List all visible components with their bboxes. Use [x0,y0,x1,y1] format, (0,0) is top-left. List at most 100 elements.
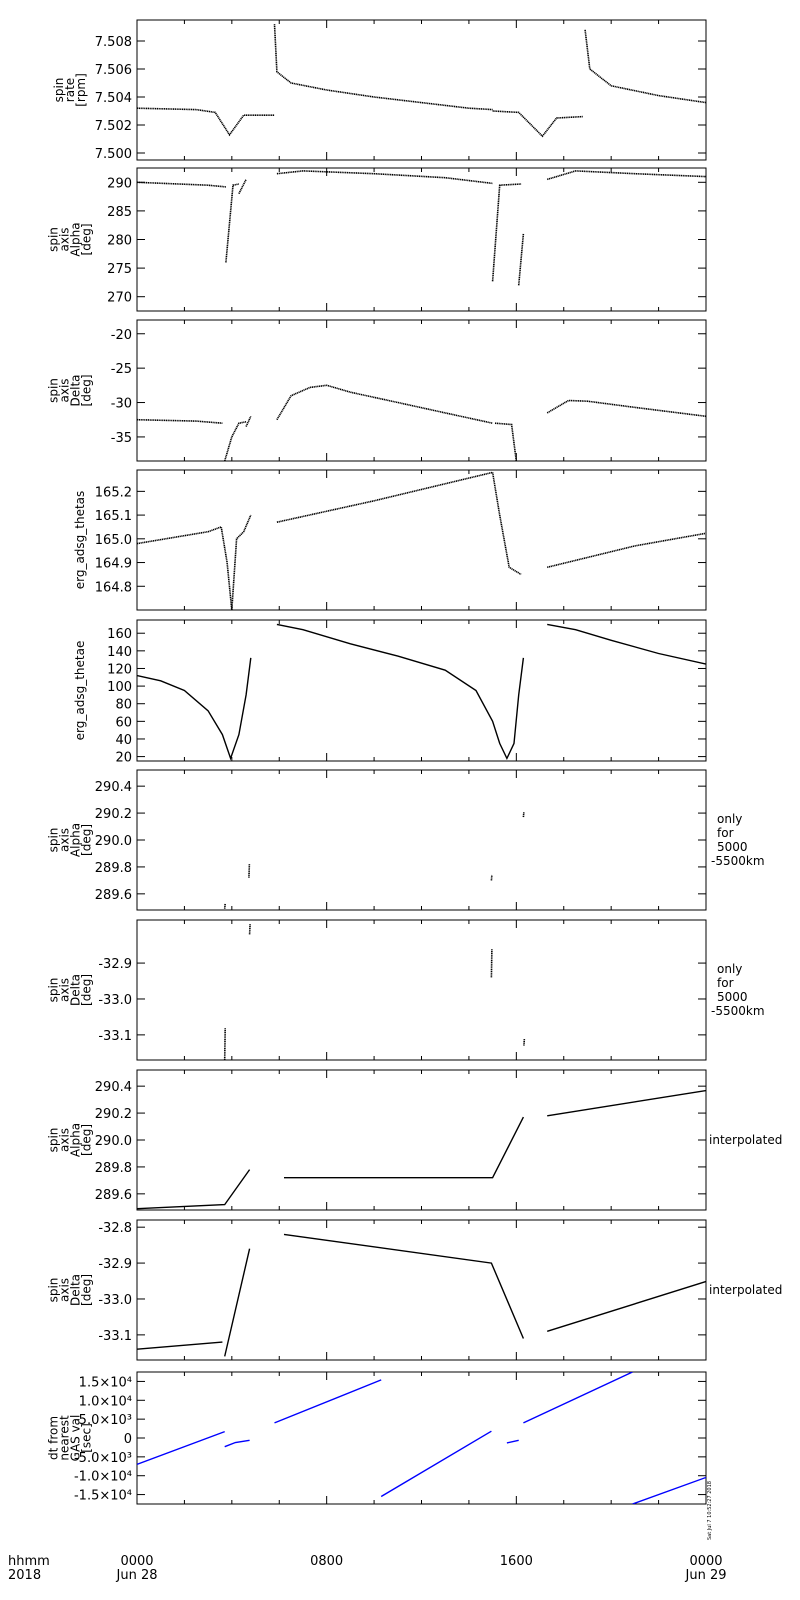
data-segment [248,864,251,878]
data-segment [276,471,522,576]
data-series [137,1089,706,1210]
data-segment [547,623,706,665]
panel-frame [136,919,707,1061]
y-tick-label: 120 [107,662,132,677]
y-tick-label: 290.4 [95,780,132,795]
y-tick-label: -35 [111,431,132,446]
data-series [137,24,706,138]
y-tick-label: 7.500 [95,147,132,162]
y-tick-label: 40 [115,733,132,748]
data-series [137,471,706,610]
data-segment [238,179,247,195]
y-tick-label: 165.0 [95,533,132,548]
right-side-note: interpolated [709,1283,782,1297]
panel-7: -33.1 -33.0 -32.9 spinaxisDelta[deg] only for… [47,919,765,1061]
y-axis-label: spinrate[rpm] [52,73,88,107]
y-tick-label: -5.0×10³ [74,1451,132,1466]
y-tick-label: 164.9 [95,557,132,572]
data-segment [523,1372,633,1424]
y-tick-label: -20 [111,328,132,343]
y-tick-label: 1.5×10⁴ [79,1375,132,1390]
x-tick-label: 1600 [500,1554,533,1569]
data-segment [224,1439,250,1448]
y-tick-label: -32.9 [98,957,132,972]
y-tick-label: 289.8 [95,1161,132,1176]
data-segment [546,1280,706,1332]
data-segment [223,421,247,461]
data-segment [137,107,275,137]
data-segment [494,422,518,461]
panel-8: 289.6 289.8 290.0 290.2 290.4 spinaxisAlpha[d… [47,1069,782,1211]
y-tick-label: 0 [124,1432,132,1447]
y-axis-label: spinaxisDelta[deg] [47,974,94,1006]
y-tick-label: 20 [115,751,132,766]
data-segment [223,903,226,909]
y-tick-label: 5.0×10³ [79,1413,132,1428]
x-date-label: Jun 29 [685,1568,727,1583]
data-segment [137,181,226,188]
y-axis-label: spinaxisAlpha[deg] [47,1123,94,1157]
panel-frame [136,1371,707,1505]
data-series [137,623,706,761]
data-segment [492,110,583,138]
data-segment [223,1027,226,1060]
panel-6: 289.6 289.8 290.0 290.2 290.4 spinaxisAlpha[d… [47,769,765,911]
right-side-note: only for 5000 -5500km [711,962,765,1018]
y-tick-label: 290.2 [95,1107,132,1122]
y-axis-label: spinaxisDelta[deg] [47,1274,94,1306]
y-tick-label: -1.0×10⁴ [74,1470,132,1485]
y-tick-label: -30 [111,397,132,412]
data-segment [231,514,252,610]
data-segment [224,1248,251,1357]
panel-2: 270 275 280 285 290 spinaxisAlpha[deg] [47,167,707,312]
y-tick-label: 60 [115,715,132,730]
panel-frame [136,19,707,161]
data-segment [547,1089,706,1117]
data-segment [546,170,706,181]
side-stamp: Sat Jul 7 10:52:27 2018 [707,1481,713,1540]
y-tick-label: 160 [107,627,132,642]
data-segment [276,623,525,761]
y-axis-label: dt fromnearestGAS val[sec] [47,1415,94,1462]
data-segment [506,1439,519,1444]
x-tick-label: 0800 [310,1554,343,1569]
y-tick-label: 140 [107,645,132,660]
data-segment [137,1341,223,1350]
y-tick-label: 290 [107,176,132,191]
panel-1: 7.500 7.502 7.504 7.506 7.508 spinrate[rpm] [52,19,707,162]
y-tick-label: 289.8 [95,861,132,876]
y-tick-label: -32.8 [98,1221,132,1236]
data-segment [276,170,493,185]
y-tick-label: 285 [107,205,132,220]
y-tick-label: 290.2 [95,807,132,822]
y-tick-label: 270 [107,291,132,306]
y-tick-label: -33.1 [98,1329,132,1344]
data-segment [546,399,706,418]
data-series [137,384,706,461]
x-tick-label: 0000 [689,1554,722,1569]
panel-3: -35 -30 -25 -20 spinaxisDelta[deg] [47,319,707,462]
y-tick-label: -32.9 [98,1257,132,1272]
y-tick-label: -25 [111,362,132,377]
panel-4: 164.8 164.9 165.0 165.1 165.2 erg_adsg_thetas [73,469,707,611]
data-segment [523,1038,526,1046]
y-tick-label: 165.2 [95,485,132,500]
data-segment [490,874,493,881]
panel-frame [136,619,707,762]
data-series [137,1372,706,1504]
y-axis-label: spinaxisAlpha[deg] [47,222,94,256]
y-tick-label: 7.506 [95,63,132,78]
y-tick-label: 7.504 [95,91,132,106]
data-segment [491,183,522,282]
y-tick-label: 80 [115,698,132,713]
y-tick-label: 280 [107,234,132,249]
data-series [137,1233,706,1357]
data-series [137,170,706,286]
data-segment [276,384,493,424]
y-tick-label: 100 [107,680,132,695]
y-tick-label: -33.1 [98,1029,132,1044]
x-tick-label: 0000 [120,1554,153,1569]
y-axis-label: erg_adsg_thetas [73,491,87,590]
y-axis-label: spinaxisAlpha[deg] [47,823,94,857]
